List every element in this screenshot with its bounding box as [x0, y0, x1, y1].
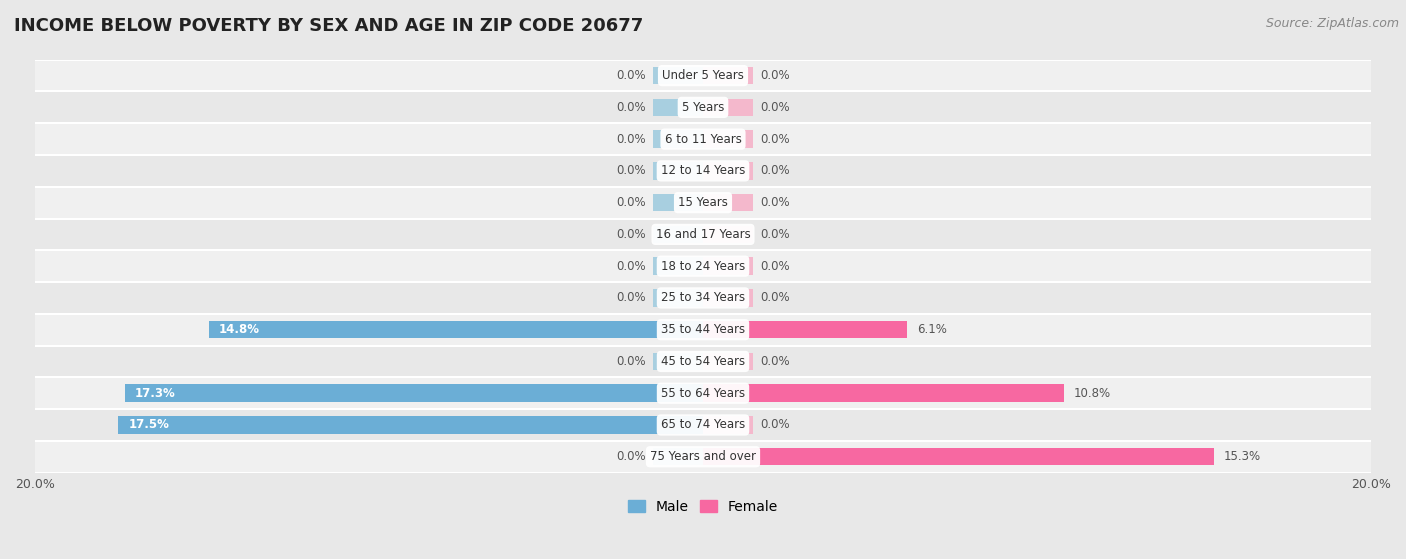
Bar — [35, 345, 1371, 377]
Text: 0.0%: 0.0% — [759, 132, 789, 146]
Bar — [35, 187, 1371, 219]
Text: 12 to 14 Years: 12 to 14 Years — [661, 164, 745, 177]
Text: 0.0%: 0.0% — [759, 419, 789, 432]
Bar — [35, 155, 1371, 187]
Bar — [35, 123, 1371, 155]
Bar — [703, 194, 754, 211]
Bar — [652, 98, 703, 116]
Bar — [703, 130, 754, 148]
Text: Under 5 Years: Under 5 Years — [662, 69, 744, 82]
Text: 16 and 17 Years: 16 and 17 Years — [655, 228, 751, 241]
Bar — [652, 448, 703, 466]
Text: 14.8%: 14.8% — [219, 323, 260, 336]
Text: 17.5%: 17.5% — [128, 419, 169, 432]
Bar — [652, 130, 703, 148]
Bar — [35, 282, 1371, 314]
Bar — [652, 162, 703, 179]
Text: 55 to 64 Years: 55 to 64 Years — [661, 387, 745, 400]
Bar — [652, 226, 703, 243]
Text: 0.0%: 0.0% — [759, 69, 789, 82]
Bar — [703, 162, 754, 179]
Bar — [703, 289, 754, 307]
Bar — [703, 353, 754, 370]
Bar — [652, 353, 703, 370]
Text: 0.0%: 0.0% — [617, 196, 647, 209]
Text: 25 to 34 Years: 25 to 34 Years — [661, 291, 745, 305]
Bar — [125, 385, 703, 402]
Text: 0.0%: 0.0% — [759, 196, 789, 209]
Bar — [35, 92, 1371, 123]
Text: 0.0%: 0.0% — [617, 164, 647, 177]
Text: 75 Years and over: 75 Years and over — [650, 450, 756, 463]
Bar — [35, 409, 1371, 441]
Bar — [35, 441, 1371, 472]
Text: 0.0%: 0.0% — [759, 355, 789, 368]
Text: 10.8%: 10.8% — [1074, 387, 1111, 400]
Text: 0.0%: 0.0% — [759, 228, 789, 241]
Bar — [703, 67, 754, 84]
Bar — [652, 289, 703, 307]
Bar — [35, 377, 1371, 409]
Text: 0.0%: 0.0% — [759, 101, 789, 114]
Bar — [703, 448, 1213, 466]
Text: 18 to 24 Years: 18 to 24 Years — [661, 260, 745, 273]
Bar — [703, 385, 1064, 402]
Bar — [652, 194, 703, 211]
Text: 6.1%: 6.1% — [917, 323, 946, 336]
Text: 0.0%: 0.0% — [617, 69, 647, 82]
Text: 0.0%: 0.0% — [617, 228, 647, 241]
Text: 0.0%: 0.0% — [759, 164, 789, 177]
Text: 0.0%: 0.0% — [617, 101, 647, 114]
Text: 0.0%: 0.0% — [759, 291, 789, 305]
Bar — [118, 416, 703, 434]
Bar — [703, 321, 907, 338]
Text: 5 Years: 5 Years — [682, 101, 724, 114]
Legend: Male, Female: Male, Female — [623, 494, 783, 519]
Text: 65 to 74 Years: 65 to 74 Years — [661, 419, 745, 432]
Bar — [652, 67, 703, 84]
Text: 45 to 54 Years: 45 to 54 Years — [661, 355, 745, 368]
Bar — [35, 250, 1371, 282]
Text: 17.3%: 17.3% — [135, 387, 176, 400]
Bar — [703, 258, 754, 275]
Text: 6 to 11 Years: 6 to 11 Years — [665, 132, 741, 146]
Bar — [35, 60, 1371, 92]
Text: 0.0%: 0.0% — [617, 132, 647, 146]
Text: 15.3%: 15.3% — [1225, 450, 1261, 463]
Text: 0.0%: 0.0% — [617, 450, 647, 463]
Bar — [208, 321, 703, 338]
Bar — [703, 98, 754, 116]
Bar — [35, 314, 1371, 345]
Bar — [35, 219, 1371, 250]
Text: 0.0%: 0.0% — [617, 260, 647, 273]
Bar — [652, 258, 703, 275]
Text: 0.0%: 0.0% — [759, 260, 789, 273]
Text: 15 Years: 15 Years — [678, 196, 728, 209]
Text: 35 to 44 Years: 35 to 44 Years — [661, 323, 745, 336]
Bar — [703, 416, 754, 434]
Bar — [703, 226, 754, 243]
Text: 0.0%: 0.0% — [617, 291, 647, 305]
Text: Source: ZipAtlas.com: Source: ZipAtlas.com — [1265, 17, 1399, 30]
Text: INCOME BELOW POVERTY BY SEX AND AGE IN ZIP CODE 20677: INCOME BELOW POVERTY BY SEX AND AGE IN Z… — [14, 17, 644, 35]
Text: 0.0%: 0.0% — [617, 355, 647, 368]
